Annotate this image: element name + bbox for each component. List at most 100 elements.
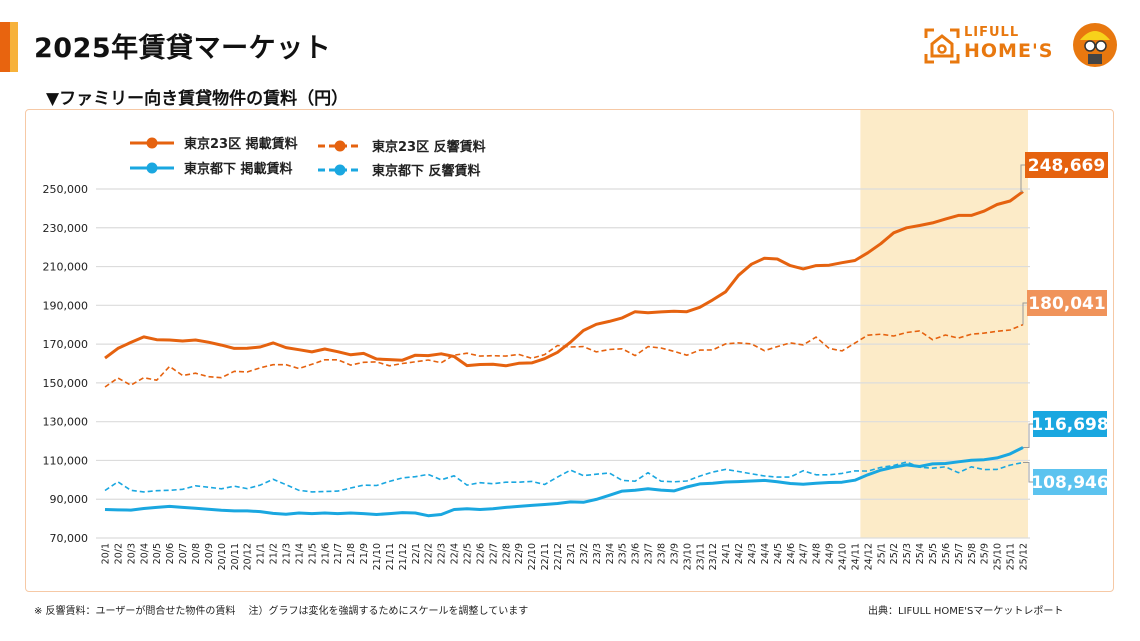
x-tick-label: 25/2 [889, 543, 900, 564]
x-tick-label: 21/3 [282, 543, 293, 564]
x-tick-label: 23/7 [644, 543, 655, 564]
x-tick-label: 21/6 [320, 543, 331, 564]
x-tick-label: 20/4 [139, 543, 150, 564]
x-tick-label: 20/2 [113, 543, 124, 564]
x-tick-label: 23/3 [592, 543, 603, 564]
x-tick-label: 25/3 [902, 543, 913, 564]
x-tick-label: 21/10 [372, 543, 383, 570]
series-line-3 [104, 461, 1024, 493]
x-tick-label: 21/9 [359, 543, 370, 564]
series-line-2 [104, 446, 1024, 518]
mascot-icon [1073, 23, 1117, 67]
x-tick-label: 21/1 [256, 543, 267, 564]
x-tick-label: 20/8 [191, 543, 202, 564]
end-label-value: 116,698 [1031, 415, 1108, 435]
legend-label: 東京都下 掲載賃料 [184, 161, 293, 177]
x-tick-label: 23/10 [682, 543, 693, 570]
x-tick-label: 23/6 [631, 543, 642, 564]
x-tick-label: 24/12 [863, 543, 874, 570]
legend-label: 東京都下 反響賃料 [372, 163, 481, 179]
x-tick-label: 25/5 [928, 543, 939, 564]
legend-marker [146, 137, 158, 149]
x-tick-label: 21/2 [269, 543, 280, 564]
y-tick-label: 230,000 [43, 222, 89, 235]
title-accent-bar [0, 22, 10, 72]
x-tick-label: 25/4 [915, 543, 926, 564]
legend-item: 東京23区 反響賃料 [318, 139, 486, 155]
legend-item: 東京都下 反響賃料 [318, 163, 481, 179]
end-label-value: 180,041 [1028, 294, 1105, 314]
x-tick-label: 22/12 [553, 543, 564, 570]
highlight-region [860, 110, 1028, 538]
x-tick-label: 24/6 [786, 543, 797, 564]
x-tick-label: 23/8 [656, 543, 667, 564]
x-tick-label: 20/11 [230, 543, 241, 570]
x-tick-label: 23/9 [669, 543, 680, 564]
x-tick-label: 23/2 [579, 543, 590, 564]
y-tick-label: 190,000 [43, 299, 89, 312]
x-tick-label: 22/9 [514, 543, 525, 564]
x-tick-label: 25/1 [876, 543, 887, 564]
y-tick-label: 70,000 [50, 532, 89, 545]
logo-text-small: LIFULL [964, 25, 1020, 40]
end-label-box [1033, 469, 1107, 495]
x-tick-label: 22/6 [475, 543, 486, 564]
x-tick-label: 21/11 [385, 543, 396, 570]
x-tick-label: 24/4 [760, 543, 771, 564]
end-label-leader [1023, 423, 1033, 448]
legend-item: 東京都下 掲載賃料 [130, 161, 293, 177]
title-accent-bar-light [10, 22, 18, 72]
x-tick-label: 25/9 [980, 543, 991, 564]
x-tick-label: 21/4 [294, 543, 305, 564]
x-tick-label: 20/7 [178, 543, 189, 564]
x-tick-label: 21/12 [398, 543, 409, 570]
legend-marker [334, 140, 346, 152]
x-tick-label: 24/7 [799, 543, 810, 564]
x-tick-label: 24/2 [734, 543, 745, 564]
legend-marker [334, 164, 346, 176]
x-tick-label: 25/10 [993, 543, 1004, 570]
x-tick-label: 23/5 [618, 543, 629, 564]
end-label-value: 108,946 [1031, 473, 1108, 493]
x-tick-label: 20/1 [101, 543, 112, 564]
x-tick-label: 20/10 [217, 543, 228, 570]
logo-text-big: HOME'S [964, 40, 1054, 62]
x-tick-label: 24/9 [825, 543, 836, 564]
x-tick-label: 20/9 [204, 543, 215, 564]
footnote: ※ 反響賃料：ユーザーが問合せた物件の賃料 注）グラフは変化を強調するためにスケ… [34, 606, 529, 617]
x-tick-label: 25/7 [954, 543, 965, 564]
x-tick-label: 22/4 [450, 543, 461, 564]
legend-label: 東京23区 掲載賃料 [184, 136, 298, 152]
x-tick-label: 25/6 [941, 543, 952, 564]
x-tick-label: 23/11 [695, 543, 706, 570]
house-icon [924, 28, 960, 64]
x-tick-label: 21/7 [333, 543, 344, 564]
x-tick-label: 25/12 [1019, 543, 1030, 570]
x-tick-label: 22/5 [463, 543, 474, 564]
x-tick-label: 23/12 [708, 543, 719, 570]
x-tick-label: 22/3 [437, 543, 448, 564]
legend-marker [146, 162, 158, 174]
x-tick-label: 22/2 [424, 543, 435, 564]
x-tick-label: 24/3 [747, 543, 758, 564]
x-tick-label: 20/6 [165, 543, 176, 564]
x-tick-label: 22/10 [527, 543, 538, 570]
y-tick-label: 170,000 [43, 338, 89, 351]
y-tick-label: 90,000 [50, 493, 89, 506]
x-tick-label: 25/8 [967, 543, 978, 564]
x-tick-label: 22/7 [488, 543, 499, 564]
x-tick-label: 20/3 [126, 543, 137, 564]
x-tick-label: 24/8 [812, 543, 823, 564]
legend-label: 東京23区 反響賃料 [372, 139, 486, 155]
y-tick-label: 130,000 [43, 416, 89, 429]
x-tick-label: 24/10 [837, 543, 848, 570]
y-tick-label: 250,000 [43, 183, 89, 196]
end-label-box [1025, 152, 1108, 178]
x-tick-label: 23/1 [566, 543, 577, 564]
legend-item: 東京23区 掲載賃料 [130, 136, 298, 152]
end-label-leader [1022, 302, 1027, 325]
end-label-box [1027, 290, 1107, 316]
x-tick-label: 21/5 [307, 543, 318, 564]
y-tick-label: 150,000 [43, 377, 89, 390]
